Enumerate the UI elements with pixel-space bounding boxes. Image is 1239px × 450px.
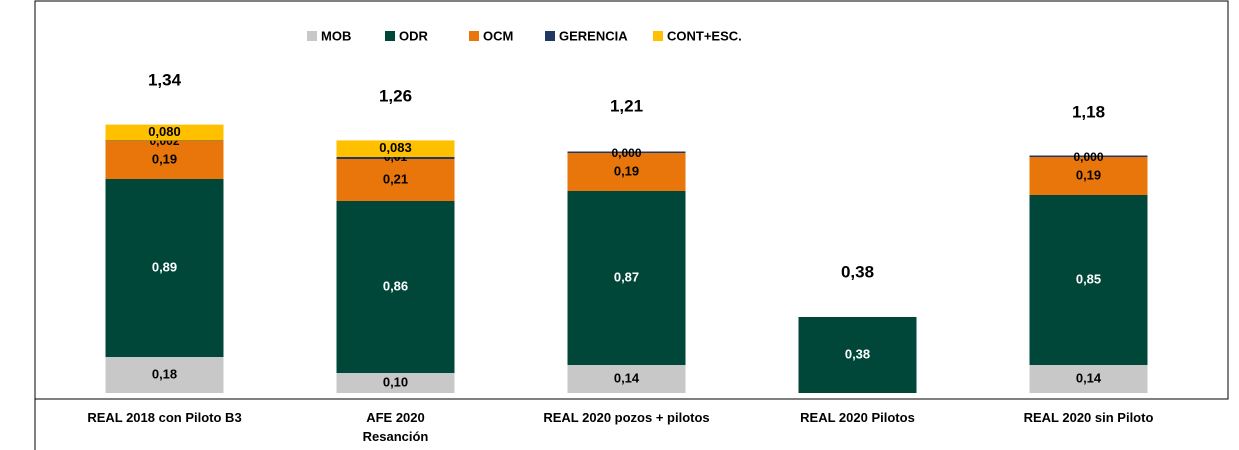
legend-swatch: [545, 31, 555, 41]
x-tick-label: REAL 2018 con Piloto B3: [87, 410, 242, 425]
bar-segment: [567, 365, 686, 393]
total-label: 1,18: [1072, 102, 1105, 121]
bar-segment: [567, 153, 686, 191]
bar-segment: [105, 124, 224, 141]
bar-segment: [798, 317, 917, 393]
bar-segment: [1029, 157, 1148, 195]
data-label: 0,10: [383, 374, 408, 389]
x-tick-label: REAL 2020 pozos + pilotos: [543, 410, 710, 425]
bar-segment: [336, 140, 455, 157]
x-tick-label: REAL 2020 Pilotos: [800, 410, 915, 425]
x-tick-label: REAL 2020 sin Piloto: [1023, 410, 1154, 425]
data-label: 0,18: [152, 366, 177, 381]
data-label: 0,21: [383, 171, 408, 186]
bar-segment: [105, 357, 224, 393]
legend-label: GERENCIA: [559, 28, 628, 43]
data-label: 0,000: [611, 146, 641, 160]
bar-segment: [567, 191, 686, 365]
legend-swatch: [653, 31, 663, 41]
bar-segment: [1029, 365, 1148, 393]
data-label: 0,083: [379, 140, 412, 155]
data-label: 0,19: [1076, 167, 1101, 182]
data-label: 0,19: [152, 151, 177, 166]
bar-segment: [1029, 195, 1148, 365]
data-label: 0,89: [152, 259, 177, 274]
data-label: 0,14: [1076, 370, 1102, 385]
bar-segment: [336, 373, 455, 393]
total-label: 1,26: [379, 86, 412, 105]
bar-segment: [105, 179, 224, 357]
data-label: 0,080: [148, 124, 181, 139]
bar-segment: [336, 201, 455, 373]
total-label: 0,38: [841, 262, 874, 281]
total-label: 1,34: [148, 70, 182, 89]
frame: [34, 0, 1229, 400]
bar-segment: [105, 141, 224, 179]
legend-label: CONT+ESC.: [667, 28, 742, 43]
data-label: 0,85: [1076, 271, 1101, 286]
legend-swatch: [469, 31, 479, 41]
data-label: 0,86: [383, 278, 408, 293]
legend-swatch: [307, 31, 317, 41]
bar-segment: [1029, 155, 1148, 157]
data-label: 0,000: [1073, 150, 1103, 164]
legend-swatch: [385, 31, 395, 41]
x-tick-label: AFE 2020 Resanción: [362, 410, 429, 444]
data-label: 0,19: [614, 163, 639, 178]
data-label: 0,14: [614, 370, 640, 385]
legend-label: ODR: [399, 28, 429, 43]
bar-segment: [567, 151, 686, 153]
data-label: 0,38: [845, 346, 870, 361]
bar-segment: [336, 157, 455, 159]
legend-label: OCM: [483, 28, 513, 43]
total-label: 1,21: [610, 96, 643, 115]
data-label: 0,87: [614, 269, 639, 284]
bar-segment: [336, 159, 455, 201]
legend-label: MOB: [321, 28, 351, 43]
